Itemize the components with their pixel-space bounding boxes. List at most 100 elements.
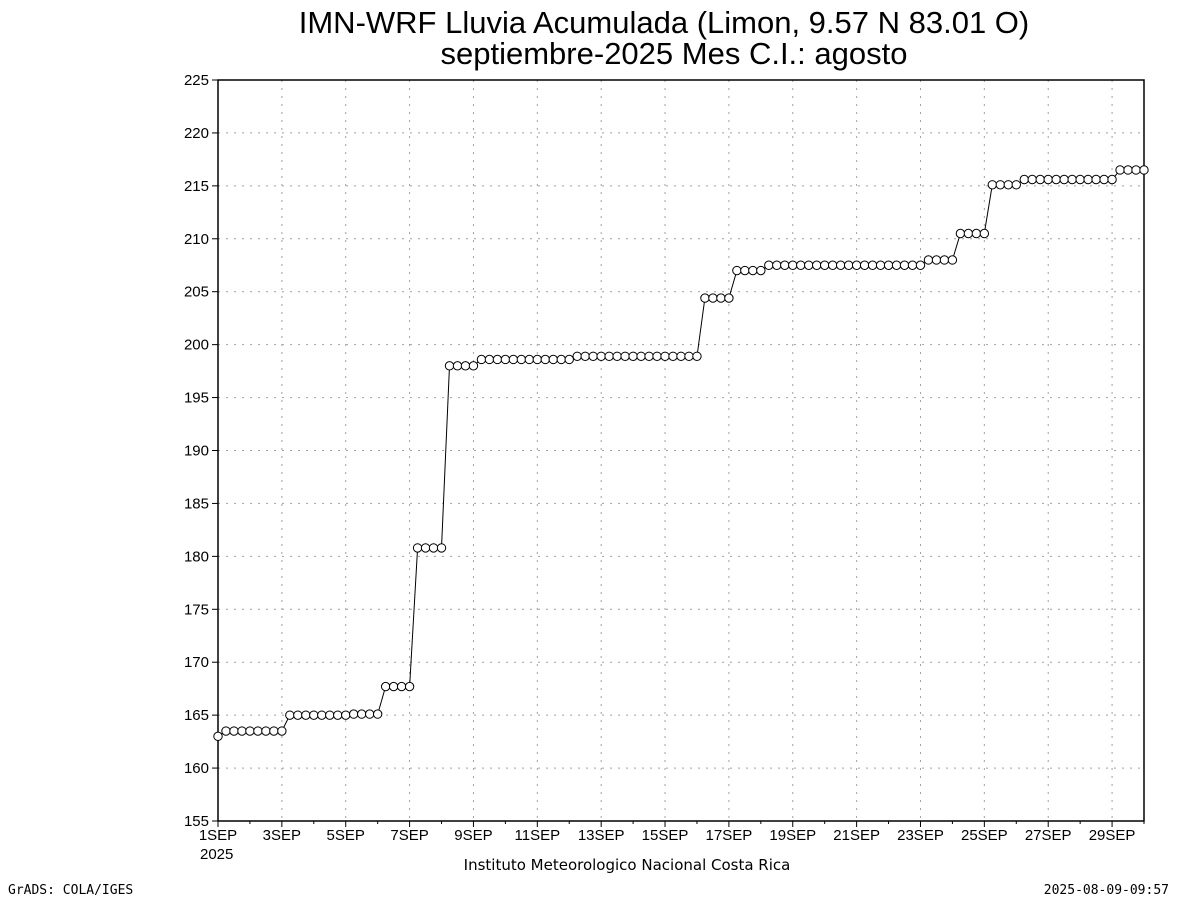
data-point [572, 351, 582, 361]
data-point [764, 260, 774, 270]
footer-left: GrADS: COLA/IGES [8, 883, 133, 898]
data-point [620, 351, 630, 361]
data-point [716, 293, 726, 303]
data-point [1019, 174, 1029, 185]
data-point [644, 351, 654, 361]
data-point [420, 543, 431, 553]
data-point [524, 354, 535, 365]
x-tick-label: 27SEP [1025, 827, 1072, 844]
data-point [452, 361, 463, 371]
data-point [380, 681, 391, 692]
y-tick-label: 185 [184, 495, 209, 512]
data-point [915, 260, 926, 270]
y-tick-label: 225 [184, 72, 209, 89]
data-point [1027, 174, 1037, 185]
data-point [484, 354, 495, 365]
data-point [700, 293, 710, 303]
data-point [540, 354, 550, 365]
data-point [867, 260, 878, 270]
data-point [317, 710, 327, 720]
data-point [947, 255, 958, 265]
data-point [899, 260, 910, 270]
data-point [412, 543, 423, 553]
data-point [301, 710, 311, 720]
data-point [724, 293, 734, 303]
data-point [708, 293, 718, 303]
data-point [1107, 174, 1117, 185]
x-tick-label: 9SEP [454, 827, 492, 844]
data-point [684, 351, 694, 361]
x-tick-label: 3SEP [263, 827, 301, 844]
series-points [213, 165, 1149, 742]
data-point [668, 351, 678, 361]
data-point [1075, 174, 1085, 185]
data-point [636, 351, 646, 361]
data-point [859, 260, 870, 270]
data-point [388, 681, 399, 692]
data-point [796, 260, 806, 270]
data-point [963, 228, 974, 239]
data-point [788, 260, 798, 270]
data-point [309, 710, 319, 720]
data-point [468, 361, 479, 371]
data-point [333, 710, 343, 720]
data-point [1043, 174, 1053, 185]
data-point [460, 361, 471, 371]
x-year-label: 2025 [200, 846, 233, 863]
x-tick-label: 25SEP [961, 827, 1008, 844]
data-point [476, 354, 487, 365]
data-point [436, 543, 447, 553]
data-point [261, 726, 271, 736]
x-tick-label: 1SEP [199, 827, 237, 844]
data-point [907, 260, 918, 270]
data-point [277, 726, 287, 736]
data-point [923, 255, 934, 265]
credit-label: Instituto Meteorologico Nacional Costa R… [464, 856, 791, 874]
data-point [780, 260, 790, 270]
y-tick-label: 170 [184, 654, 209, 671]
x-tick-label: 21SEP [833, 827, 880, 844]
data-point [835, 260, 846, 270]
data-point [396, 681, 407, 692]
data-point [293, 710, 303, 720]
data-point [732, 265, 742, 276]
data-point [285, 710, 295, 720]
data-point [812, 260, 822, 270]
y-tick-label: 165 [184, 707, 209, 724]
data-point [851, 260, 862, 270]
y-tick-label: 205 [184, 284, 209, 301]
chart-title-line1: IMN-WRF Lluvia Acumulada (Limon, 9.57 N … [299, 5, 1030, 40]
y-tick-label: 175 [184, 601, 209, 618]
data-point [1083, 174, 1093, 185]
data-point [660, 351, 670, 361]
data-point [500, 354, 511, 365]
x-tick-label: 19SEP [769, 827, 816, 844]
y-tick-label: 215 [184, 178, 209, 195]
data-point [875, 260, 886, 270]
data-point [596, 351, 606, 361]
data-point [580, 351, 590, 361]
x-tick-label: 15SEP [642, 827, 689, 844]
data-point [492, 354, 503, 365]
data-point [269, 726, 279, 736]
data-point [939, 255, 950, 265]
data-point [372, 709, 383, 719]
data-point [756, 265, 766, 276]
data-point [955, 228, 966, 239]
data-point [748, 265, 758, 276]
grid-lines [218, 80, 1144, 821]
y-tick-label: 210 [184, 231, 209, 248]
data-point [1011, 180, 1021, 190]
data-point [325, 710, 335, 720]
y-tick-label: 200 [184, 337, 209, 354]
y-tick-label: 180 [184, 548, 209, 565]
data-point [356, 709, 367, 719]
data-point [444, 361, 455, 371]
data-point [1091, 174, 1101, 185]
data-point [772, 260, 782, 270]
data-point [819, 260, 830, 270]
data-point [652, 351, 662, 361]
data-point [676, 351, 686, 361]
y-axis: 155 160 165 170 175 180 185 190 195 200 205 210 215 2… [184, 72, 218, 830]
data-point [604, 351, 614, 361]
